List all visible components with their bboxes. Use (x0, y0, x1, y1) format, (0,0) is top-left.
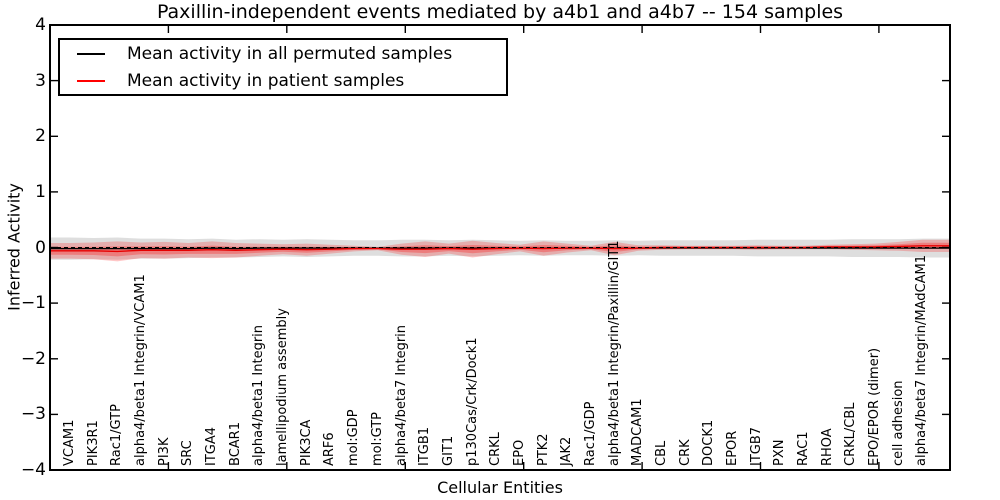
patient-inner-band (50, 242, 950, 257)
x-tick-label: PXN (772, 439, 788, 466)
x-tick-label: RAC1 (796, 431, 812, 466)
legend-row-permuted: Mean activity in all permuted samples (60, 41, 506, 67)
x-tick-label: ITGB1 (417, 426, 433, 466)
x-tick-label: MADCAM1 (630, 398, 646, 466)
x-tick-label: mol:GDP (346, 409, 362, 466)
x-tick-label: alpha4/beta7 Integrin (393, 324, 409, 466)
x-tick-label: ITGB7 (748, 426, 764, 466)
x-tick-label: alpha4/beta1 Integrin (251, 324, 267, 466)
legend-row-patient: Mean activity in patient samples (60, 68, 506, 94)
x-tick-label: EPO (511, 439, 527, 466)
x-tick-label: Rac1/GDP (582, 401, 598, 466)
x-tick-label: mol:GTP (369, 412, 385, 466)
x-tick-label: SRC (180, 440, 196, 466)
x-tick-label: PIK3R1 (85, 420, 101, 466)
x-tick-label: CRK (677, 439, 693, 466)
x-tick-label: ITGA4 (204, 426, 220, 466)
x-tick-label: JAK2 (559, 436, 575, 466)
y-tick-label: 0 (35, 237, 46, 258)
legend-label-permuted: Mean activity in all permuted samples (127, 43, 453, 64)
y-tick-label: 4 (35, 15, 46, 35)
x-tick-label: VCAM1 (62, 419, 77, 466)
x-tick-label: ARF6 (322, 432, 338, 466)
x-tick-label: cell adhesion (890, 380, 906, 466)
y-tick-label: 2 (35, 126, 46, 147)
patient-mean-line (50, 245, 950, 253)
x-tick-label: alpha4/beta1 Integrin/Paxillin/GIT1 (606, 240, 622, 466)
x-tick-label: CBL (654, 440, 669, 466)
x-tick-label: Rac1/GTP (109, 404, 125, 466)
chart-title: Paxillin-independent events mediated by … (156, 1, 844, 23)
x-tick-label: alpha4/beta7 Integrin/MAdCAM1 (914, 255, 930, 466)
x-tick-label: DOCK1 (701, 419, 717, 466)
x-tick-label: CRKL (488, 432, 504, 466)
x-tick-label: lamellipodium assembly (275, 308, 291, 466)
plot-frame (49, 24, 951, 471)
legend-label-patient: Mean activity in patient samples (127, 70, 405, 91)
x-tick-label: GIT1 (440, 435, 456, 466)
x-axis-title: Cellular Entities (437, 478, 563, 497)
y-tick-label: −4 (20, 460, 46, 480)
x-tick-label: PI3K (156, 437, 172, 466)
patient-line-swatch (77, 79, 105, 82)
legend: Mean activity in all permuted samples Me… (58, 38, 508, 96)
patient-std-band (50, 239, 950, 262)
x-tick-label: BCAR1 (227, 422, 243, 466)
y-tick-label: −1 (20, 293, 46, 314)
x-tick-label: EPO/EPOR (dimer) (867, 347, 883, 466)
y-tick-label: 3 (35, 70, 46, 91)
x-tick-label: p130Cas/Crk/Dock1 (464, 337, 480, 466)
y-tick-label: 1 (35, 181, 46, 202)
permuted-line-swatch (77, 52, 105, 55)
x-tick-label: alpha4/beta1 Integrin/VCAM1 (133, 274, 149, 466)
y-tick-label: −2 (20, 348, 46, 369)
x-tick-label: RHOA (819, 428, 835, 466)
y-tick-label: −3 (20, 404, 46, 425)
x-tick-label: PIK3CA (298, 419, 314, 466)
x-tick-label: PTK2 (535, 433, 551, 466)
x-tick-label: EPOR (725, 430, 741, 466)
x-tick-label: CRKL/CBL (843, 402, 859, 467)
